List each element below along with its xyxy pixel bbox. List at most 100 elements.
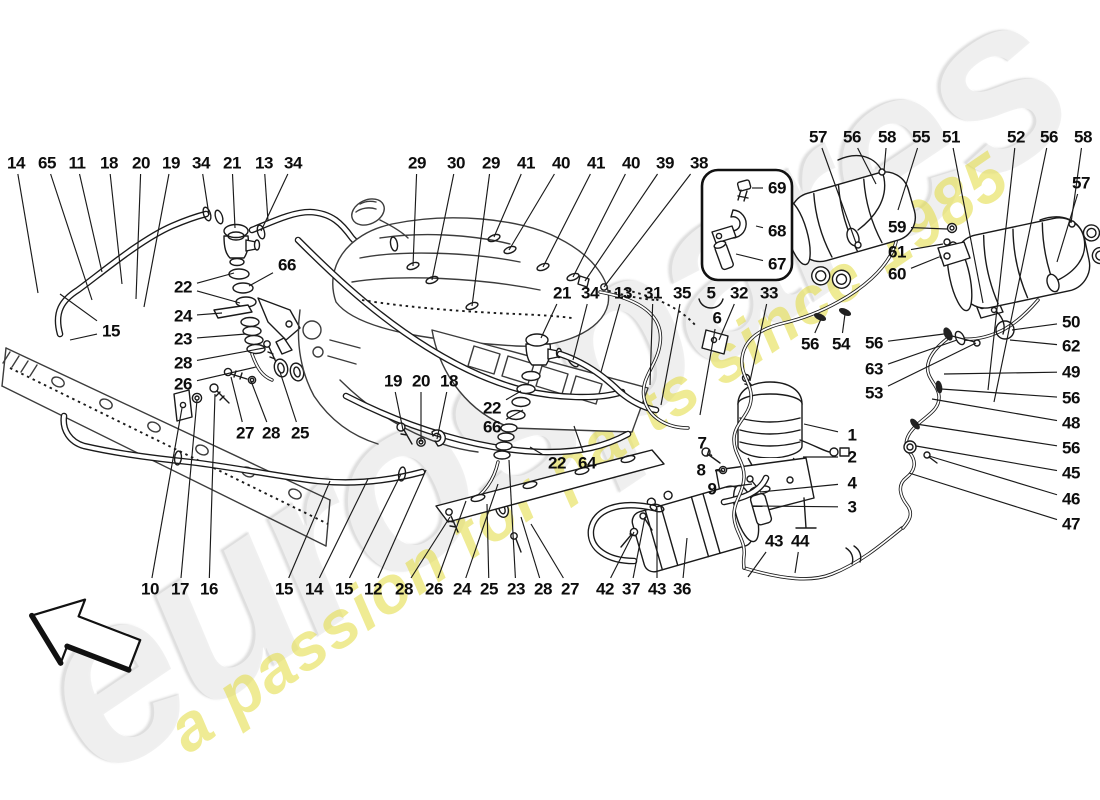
- leader-63: [887, 339, 958, 365]
- leader-44: [794, 551, 799, 574]
- part-callout-66: 66: [278, 255, 296, 275]
- part-callout-38: 38: [690, 153, 708, 173]
- leader-9: [725, 483, 753, 488]
- leader-43: [747, 551, 767, 578]
- part-callout-43: 43: [648, 579, 666, 599]
- part-callout-18: 18: [100, 153, 118, 173]
- leader-45: [915, 445, 1058, 472]
- leader-56: [887, 333, 945, 342]
- inset-clamp: [711, 209, 747, 244]
- rail-bracket: [173, 383, 230, 422]
- part-callout-28: 28: [174, 353, 192, 373]
- part-callout-45: 45: [1062, 463, 1080, 483]
- leader-47: [908, 472, 1058, 521]
- leader-46: [928, 455, 1058, 496]
- part-callout-19: 19: [384, 371, 402, 391]
- part-callout-55: 55: [912, 127, 930, 147]
- part-callout-15: 15: [102, 321, 120, 341]
- leader-64: [573, 425, 584, 453]
- leader-41: [542, 173, 591, 268]
- leader-26: [437, 500, 467, 579]
- part-callout-62: 62: [1062, 336, 1080, 356]
- air-check-valve-left: [213, 223, 305, 385]
- part-callout-32: 32: [730, 283, 748, 303]
- part-callout-41: 41: [517, 153, 535, 173]
- part-callout-53: 53: [865, 383, 883, 403]
- part-callout-56: 56: [843, 127, 861, 147]
- leader-15: [348, 473, 402, 579]
- part-callout-56: 56: [1062, 388, 1080, 408]
- part-callout-36: 36: [673, 579, 691, 599]
- part-callout-23: 23: [507, 579, 525, 599]
- part-callout-17: 17: [171, 579, 189, 599]
- leader-67: [735, 253, 764, 262]
- leader-34: [572, 303, 588, 361]
- leader-53: [887, 342, 977, 387]
- leader-12: [377, 469, 427, 579]
- leader-22: [529, 446, 544, 456]
- leader-65: [50, 173, 93, 301]
- part-callout-58: 58: [878, 127, 896, 147]
- air-check-valve-center: [396, 333, 665, 553]
- part-callout-12: 12: [364, 579, 382, 599]
- leader-6: [699, 328, 716, 416]
- leader-60: [910, 256, 940, 269]
- part-callout-31: 31: [644, 283, 662, 303]
- part-callout-35: 35: [673, 283, 691, 303]
- part-callout-63: 63: [865, 359, 883, 379]
- leader-57: [821, 147, 857, 244]
- part-callout-69: 69: [768, 178, 786, 198]
- part-callout-56: 56: [865, 333, 883, 353]
- part-callout-14: 14: [305, 579, 323, 599]
- part-callout-7: 7: [697, 433, 707, 453]
- part-callout-42: 42: [596, 579, 614, 599]
- leader-40: [572, 173, 626, 278]
- part-callout-39: 39: [656, 153, 674, 173]
- leader-24: [196, 312, 223, 316]
- leader-19: [143, 173, 170, 308]
- part-callout-18: 18: [440, 371, 458, 391]
- part-callout-61: 61: [888, 242, 906, 262]
- leader-37: [632, 516, 646, 579]
- leader-62: [1009, 339, 1058, 346]
- leader-31: [649, 303, 654, 386]
- leader-17: [180, 399, 198, 579]
- part-callout-57: 57: [1072, 173, 1090, 193]
- part-callout-5: 5: [706, 283, 716, 303]
- part-callout-30: 30: [447, 153, 465, 173]
- muffler-right: [937, 216, 1100, 312]
- chassis-rail: [1, 347, 331, 547]
- inset-box: [700, 168, 794, 282]
- leader-14: [17, 173, 39, 294]
- leader-40: [508, 173, 555, 251]
- part-callout-56: 56: [1040, 127, 1058, 147]
- leader-16: [208, 393, 216, 579]
- part-callout-34: 34: [192, 153, 210, 173]
- inset-screw: [736, 179, 752, 202]
- leader-28: [410, 516, 451, 579]
- part-callout-48: 48: [1062, 413, 1080, 433]
- leader-19: [394, 391, 404, 431]
- part-callout-50: 50: [1062, 312, 1080, 332]
- part-callout-6: 6: [712, 308, 722, 328]
- leader-29: [471, 173, 491, 307]
- part-callout-1: 1: [847, 425, 857, 445]
- part-callout-11: 11: [68, 153, 86, 173]
- part-callout-23: 23: [174, 329, 192, 349]
- part-callout-9: 9: [707, 479, 717, 499]
- leader-66: [505, 409, 524, 420]
- leader-25: [486, 503, 490, 579]
- leader-41: [493, 173, 522, 238]
- leader-34: [260, 173, 289, 232]
- leader-57: [1056, 193, 1079, 263]
- part-callout-65: 65: [38, 153, 56, 173]
- leader-11: [78, 173, 103, 273]
- leader-18: [109, 173, 123, 285]
- part-callout-58: 58: [1074, 127, 1092, 147]
- solenoid-canister: [587, 474, 773, 573]
- part-callout-21: 21: [553, 283, 571, 303]
- part-callout-10: 10: [141, 579, 159, 599]
- part-callout-57: 57: [809, 127, 827, 147]
- leader-lines: [17, 147, 1083, 579]
